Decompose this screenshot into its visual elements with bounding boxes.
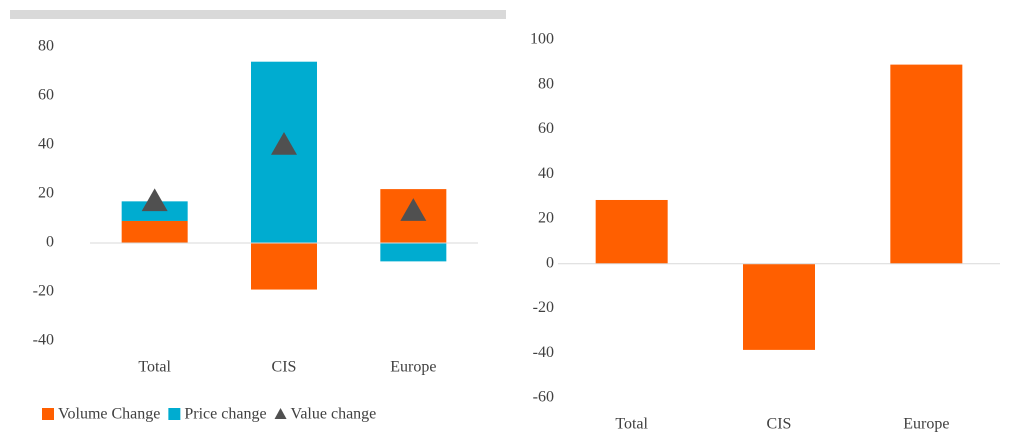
y-tick-label: 80 [38, 38, 54, 55]
value-marker [141, 188, 168, 212]
y-tick-label: -40 [33, 332, 54, 349]
legend-swatch [168, 408, 181, 420]
y-tick-label: 100 [530, 31, 554, 48]
x-tick-label: Total [138, 359, 171, 376]
bar [251, 243, 317, 290]
y-tick-label: -20 [533, 299, 554, 316]
y-tick-label: 20 [38, 185, 54, 202]
bar [380, 243, 447, 262]
x-tick-label: Total [615, 416, 648, 433]
y-tick-label: 0 [546, 254, 554, 271]
bar [890, 64, 963, 264]
x-tick-label: Europe [903, 416, 949, 433]
bar [121, 201, 188, 221]
legend-label: Price change [184, 406, 266, 423]
y-tick-label: 40 [38, 136, 54, 153]
header-bar [10, 10, 506, 19]
y-tick-label: 0 [46, 234, 54, 251]
y-tick-label: -60 [533, 389, 554, 406]
bar [743, 263, 815, 350]
legend-swatch [42, 408, 54, 420]
value-marker [271, 132, 297, 155]
bar [595, 199, 668, 264]
y-tick-label: 60 [38, 87, 54, 104]
legend-marker [274, 408, 287, 419]
x-tick-label: Europe [390, 359, 436, 376]
y-tick-label: 40 [538, 165, 554, 182]
x-tick-label: CIS [767, 416, 792, 433]
legend-label: Value change [291, 406, 377, 423]
bar [121, 220, 188, 243]
legend-label: Volume Change [58, 406, 160, 423]
y-tick-label: 60 [538, 120, 554, 137]
value-marker [400, 198, 427, 221]
y-tick-label: -40 [533, 344, 554, 361]
y-tick-label: 80 [538, 75, 554, 92]
y-tick-label: 20 [538, 210, 554, 227]
x-tick-label: CIS [272, 359, 297, 376]
y-tick-label: -20 [33, 283, 54, 300]
